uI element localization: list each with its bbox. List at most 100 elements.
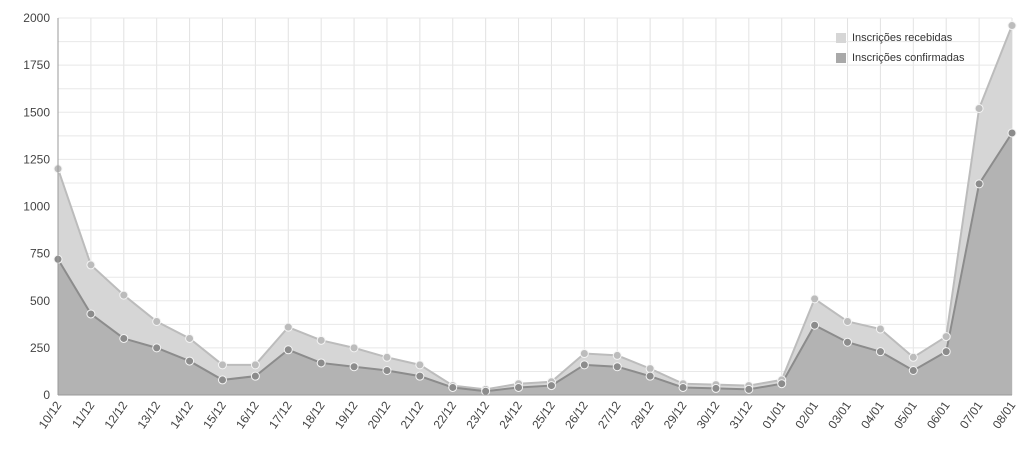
data-point-series-0 bbox=[86, 260, 96, 270]
data-point-series-1 bbox=[382, 365, 392, 375]
x-tick-label: 16/12 bbox=[233, 398, 262, 431]
data-point-series-1 bbox=[283, 345, 293, 355]
data-point-series-0 bbox=[152, 316, 162, 326]
data-point-series-1 bbox=[941, 347, 951, 357]
data-point-series-1 bbox=[250, 371, 260, 381]
series-points bbox=[53, 21, 1017, 396]
data-point-series-0 bbox=[119, 290, 129, 300]
line-series-1 bbox=[57, 132, 1013, 393]
data-point-series-1 bbox=[777, 379, 787, 389]
line-series-0 bbox=[57, 25, 1013, 391]
data-point-series-1 bbox=[481, 386, 491, 396]
x-tick-label: 17/12 bbox=[266, 398, 295, 431]
data-point-series-1 bbox=[744, 384, 754, 394]
y-tick-label: 1000 bbox=[23, 200, 50, 214]
data-point-series-1 bbox=[185, 356, 195, 366]
data-point-series-1 bbox=[316, 358, 326, 368]
y-tick-label: 2000 bbox=[23, 11, 50, 25]
x-tick-label: 04/01 bbox=[858, 398, 887, 431]
data-point-series-1 bbox=[843, 337, 853, 347]
data-point-series-1 bbox=[612, 362, 622, 372]
x-tick-label: 30/12 bbox=[694, 398, 723, 431]
y-tick-label: 1250 bbox=[23, 152, 50, 166]
x-tick-label: 01/01 bbox=[759, 398, 788, 431]
y-tick-label: 1500 bbox=[23, 105, 50, 119]
x-tick-label: 21/12 bbox=[398, 398, 427, 431]
x-tick-label: 31/12 bbox=[727, 398, 756, 431]
data-point-series-1 bbox=[514, 382, 524, 392]
data-point-series-0 bbox=[185, 333, 195, 343]
data-point-series-1 bbox=[448, 382, 458, 392]
x-tick-label: 20/12 bbox=[365, 398, 394, 431]
data-point-series-1 bbox=[546, 381, 556, 391]
data-point-series-0 bbox=[843, 316, 853, 326]
legend: Inscrições recebidas Inscrições confirma… bbox=[836, 28, 965, 68]
data-point-series-1 bbox=[810, 320, 820, 330]
x-tick-label: 14/12 bbox=[167, 398, 196, 431]
legend-label-received: Inscrições recebidas bbox=[852, 32, 953, 44]
data-point-series-1 bbox=[415, 371, 425, 381]
data-point-series-0 bbox=[908, 352, 918, 362]
y-axis: 0 250 500 1250 1000 750 1500 1750 2000 bbox=[23, 11, 59, 402]
data-point-series-0 bbox=[283, 322, 293, 332]
data-point-series-1 bbox=[119, 333, 129, 343]
y-tick-label: 750 bbox=[30, 247, 50, 261]
x-tick-label: 06/01 bbox=[924, 398, 953, 431]
data-point-series-1 bbox=[152, 343, 162, 353]
x-tick-label: 28/12 bbox=[628, 398, 657, 431]
data-point-series-0 bbox=[645, 364, 655, 374]
x-tick-label: 03/01 bbox=[825, 398, 854, 431]
data-point-series-0 bbox=[1007, 21, 1017, 31]
x-tick-label: 05/01 bbox=[891, 398, 920, 431]
x-tick-label: 11/12 bbox=[69, 398, 97, 430]
y-tick-label: 1750 bbox=[23, 58, 50, 72]
x-tick-label: 08/01 bbox=[990, 398, 1017, 431]
x-tick-label: 12/12 bbox=[102, 398, 131, 431]
data-point-series-0 bbox=[250, 360, 260, 370]
data-point-series-1 bbox=[1007, 128, 1017, 138]
data-point-series-1 bbox=[875, 347, 885, 357]
x-tick-label: 07/01 bbox=[957, 398, 986, 431]
data-point-series-0 bbox=[810, 294, 820, 304]
y-tick-label: 0 bbox=[43, 388, 50, 402]
y-tick-label: 500 bbox=[30, 294, 50, 308]
x-tick-label: 23/12 bbox=[463, 398, 492, 431]
data-point-series-0 bbox=[875, 324, 885, 334]
legend-item-received: Inscrições recebidas bbox=[836, 28, 965, 48]
x-tick-label: 27/12 bbox=[595, 398, 624, 431]
legend-label-confirmed: Inscrições confirmadas bbox=[852, 52, 965, 64]
legend-swatch-confirmed bbox=[836, 53, 846, 63]
x-axis: 10/12 11/12 12/12 13/12 14/12 15/12 16/12 17/12… bbox=[36, 394, 1017, 431]
series-lines bbox=[57, 25, 1013, 393]
x-tick-label: 15/12 bbox=[200, 398, 229, 431]
data-point-series-1 bbox=[678, 382, 688, 392]
data-point-series-1 bbox=[349, 362, 359, 372]
data-point-series-0 bbox=[415, 360, 425, 370]
x-tick-label: 19/12 bbox=[332, 398, 361, 431]
data-point-series-0 bbox=[382, 352, 392, 362]
data-point-series-1 bbox=[579, 360, 589, 370]
data-point-series-1 bbox=[86, 309, 96, 319]
data-point-series-1 bbox=[974, 179, 984, 189]
data-point-series-1 bbox=[217, 375, 227, 385]
data-point-series-0 bbox=[217, 360, 227, 370]
x-tick-label: 02/01 bbox=[792, 398, 821, 431]
data-point-series-1 bbox=[908, 365, 918, 375]
x-tick-label: 18/12 bbox=[299, 398, 328, 431]
x-tick-label: 29/12 bbox=[661, 398, 690, 431]
legend-swatch-received bbox=[836, 33, 846, 43]
data-point-series-0 bbox=[316, 335, 326, 345]
data-point-series-0 bbox=[579, 349, 589, 359]
x-tick-label: 22/12 bbox=[431, 398, 460, 431]
x-tick-label: 13/12 bbox=[134, 398, 163, 431]
data-point-series-0 bbox=[974, 103, 984, 113]
series-areas bbox=[58, 25, 1012, 396]
y-tick-label: 250 bbox=[30, 341, 50, 355]
data-point-series-0 bbox=[941, 332, 951, 342]
x-tick-label: 24/12 bbox=[496, 398, 525, 431]
data-point-series-1 bbox=[645, 371, 655, 381]
data-point-series-0 bbox=[349, 343, 359, 353]
x-tick-label: 25/12 bbox=[529, 398, 558, 431]
x-tick-label: 26/12 bbox=[562, 398, 591, 431]
